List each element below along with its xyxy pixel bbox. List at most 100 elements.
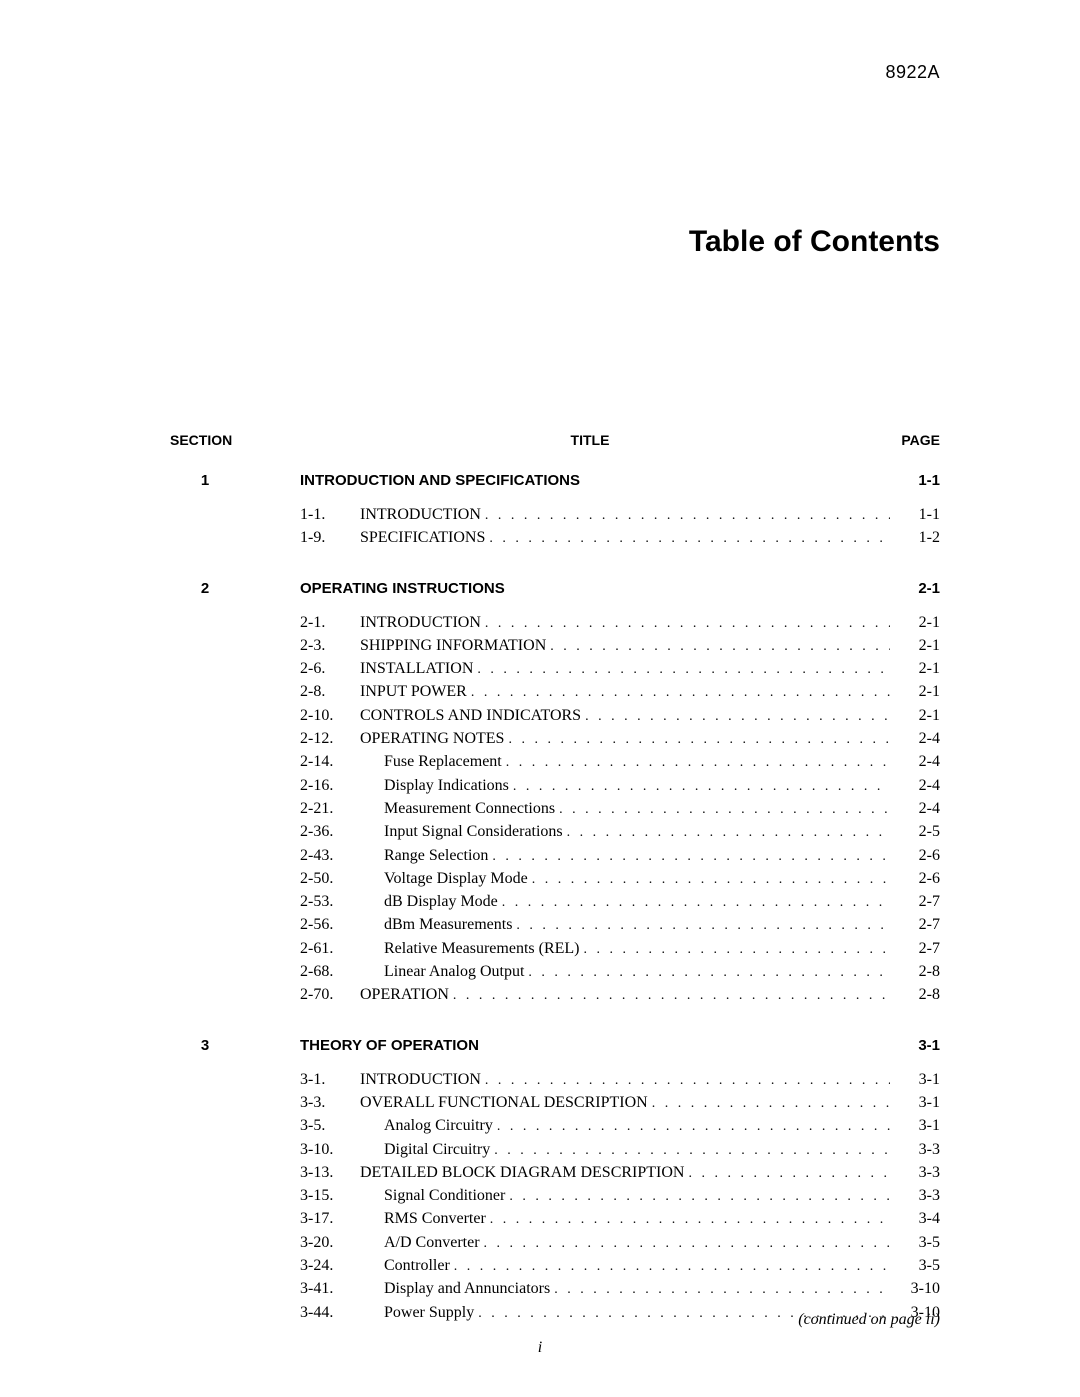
entry-label: 2-3.	[300, 634, 360, 657]
entry-label: 2-1.	[300, 611, 360, 634]
entry-label: 3-10.	[300, 1138, 360, 1161]
toc-entry: 2-16.Display Indications 2-4	[170, 774, 940, 797]
toc-entry: 2-56.dBm Measurements 2-7	[170, 913, 940, 936]
entry-label: 3-3.	[300, 1091, 360, 1114]
entry-page: 2-1	[890, 680, 940, 703]
entry-label: 1-1.	[300, 503, 360, 526]
section-number: 1	[170, 472, 300, 489]
entry-label: 2-36.	[300, 820, 360, 843]
entry-title: INTRODUCTION	[360, 1068, 890, 1091]
entry-title: dBm Measurements	[360, 913, 890, 936]
entry-label: 2-14.	[300, 750, 360, 773]
toc-entry: 2-53.dB Display Mode 2-7	[170, 890, 940, 913]
toc-entry: 2-68.Linear Analog Output 2-8	[170, 960, 940, 983]
entry-page: 2-6	[890, 844, 940, 867]
toc-entry: 3-5.Analog Circuitry 3-1	[170, 1114, 940, 1137]
entry-title: INTRODUCTION	[360, 611, 890, 634]
toc-entry: 3-10.Digital Circuitry 3-3	[170, 1138, 940, 1161]
entry-label: 2-56.	[300, 913, 360, 936]
toc-entry: 2-8.INPUT POWER 2-1	[170, 680, 940, 703]
entry-label: 3-20.	[300, 1231, 360, 1254]
toc-entry: 3-3.OVERALL FUNCTIONAL DESCRIPTION 3-1	[170, 1091, 940, 1114]
entry-title: OVERALL FUNCTIONAL DESCRIPTION	[360, 1091, 890, 1114]
entry-page: 3-4	[890, 1207, 940, 1230]
entry-page: 1-1	[890, 503, 940, 526]
entry-page: 2-7	[890, 937, 940, 960]
toc-entry: 3-1.INTRODUCTION 3-1	[170, 1068, 940, 1091]
entry-title: CONTROLS AND INDICATORS	[360, 704, 890, 727]
toc-entry: 3-41.Display and Annunciators 3-10	[170, 1277, 940, 1300]
entry-title: INSTALLATION	[360, 657, 890, 680]
entry-title: Display Indications	[360, 774, 890, 797]
entry-label: 3-41.	[300, 1277, 360, 1300]
entry-label: 2-50.	[300, 867, 360, 890]
header-section: SECTION	[170, 432, 300, 448]
section-title: THEORY OF OPERATION	[300, 1037, 880, 1054]
entry-label: 3-1.	[300, 1068, 360, 1091]
entry-title: Analog Circuitry	[360, 1114, 890, 1137]
toc-entry: 2-36.Input Signal Considerations 2-5	[170, 820, 940, 843]
entry-label: 2-8.	[300, 680, 360, 703]
toc-entry: 2-43.Range Selection 2-6	[170, 844, 940, 867]
entry-label: 2-21.	[300, 797, 360, 820]
toc-entry: 2-14.Fuse Replacement 2-4	[170, 750, 940, 773]
page-number: i	[538, 1339, 542, 1357]
section-number: 3	[170, 1037, 300, 1054]
entry-title: SPECIFICATIONS	[360, 526, 890, 549]
toc-header-row: SECTION TITLE PAGE	[170, 432, 940, 448]
toc-section-heading: 3THEORY OF OPERATION3-1	[170, 1037, 940, 1054]
toc-entries: 1-1.INTRODUCTION 1-11-9.SPECIFICATIONS 1…	[170, 503, 940, 550]
toc-entry: 3-24.Controller 3-5	[170, 1254, 940, 1277]
toc-entry: 2-6.INSTALLATION 2-1	[170, 657, 940, 680]
entry-title: Voltage Display Mode	[360, 867, 890, 890]
toc-entry: 2-50.Voltage Display Mode 2-6	[170, 867, 940, 890]
entry-label: 1-9.	[300, 526, 360, 549]
toc-section: 1INTRODUCTION AND SPECIFICATIONS1-1 1-1. I…	[170, 472, 940, 550]
toc-section-heading: 2OPERATING INSTRUCTIONS2-1	[170, 580, 940, 597]
toc-section: 2OPERATING INSTRUCTIONS2-1 2-1.INTRODUCTI…	[170, 580, 940, 1007]
entry-label: 2-16.	[300, 774, 360, 797]
toc-entry: 2-61.Relative Measurements (REL) 2-7	[170, 937, 940, 960]
document-number: 8922A	[885, 62, 940, 83]
section-number: 2	[170, 580, 300, 597]
toc-section-heading: 1INTRODUCTION AND SPECIFICATIONS1-1	[170, 472, 940, 489]
entry-title: Controller	[360, 1254, 890, 1277]
entry-page: 3-1	[890, 1068, 940, 1091]
section-title: INTRODUCTION AND SPECIFICATIONS	[300, 472, 880, 489]
entry-page: 1-2	[890, 526, 940, 549]
entry-page: 2-1	[890, 634, 940, 657]
entry-page: 2-7	[890, 890, 940, 913]
entry-label: 2-68.	[300, 960, 360, 983]
toc-entry: 2-10.CONTROLS AND INDICATORS 2-1	[170, 704, 940, 727]
entry-page: 3-3	[890, 1138, 940, 1161]
entry-page: 2-4	[890, 750, 940, 773]
entry-page: 3-3	[890, 1184, 940, 1207]
entry-page: 2-6	[890, 867, 940, 890]
entry-title: Signal Conditioner	[360, 1184, 890, 1207]
toc-entries: 2-1.INTRODUCTION 2-1 2-3.SHIPPING INFORMA…	[170, 611, 940, 1007]
entry-page: 2-8	[890, 983, 940, 1006]
entry-title: Input Signal Considerations	[360, 820, 890, 843]
entry-title: Display and Annunciators	[360, 1277, 890, 1300]
entry-title: dB Display Mode	[360, 890, 890, 913]
entry-label: 2-43.	[300, 844, 360, 867]
entry-title: SHIPPING INFORMATION	[360, 634, 890, 657]
entry-page: 3-10	[890, 1277, 940, 1300]
entry-page: 3-1	[890, 1114, 940, 1137]
entry-title: Range Selection	[360, 844, 890, 867]
toc-entries: 3-1.INTRODUCTION 3-13-3.OVERALL FUNCTION…	[170, 1068, 940, 1324]
entry-label: 3-17.	[300, 1207, 360, 1230]
toc-entry: 3-13.DETAILED BLOCK DIAGRAM DESCRIPTION …	[170, 1161, 940, 1184]
entry-label: 2-10.	[300, 704, 360, 727]
entry-title: Digital Circuitry	[360, 1138, 890, 1161]
entry-label: 2-70.	[300, 983, 360, 1006]
entry-label: 2-6.	[300, 657, 360, 680]
entry-page: 2-5	[890, 820, 940, 843]
entry-title: OPERATING NOTES	[360, 727, 890, 750]
entry-title: RMS Converter	[360, 1207, 890, 1230]
entry-label: 3-15.	[300, 1184, 360, 1207]
entry-page: 2-1	[890, 657, 940, 680]
toc-section: 3THEORY OF OPERATION3-13-1.INTRODUCTION …	[170, 1037, 940, 1324]
section-page: 1-1	[880, 472, 940, 489]
entry-page: 3-5	[890, 1254, 940, 1277]
